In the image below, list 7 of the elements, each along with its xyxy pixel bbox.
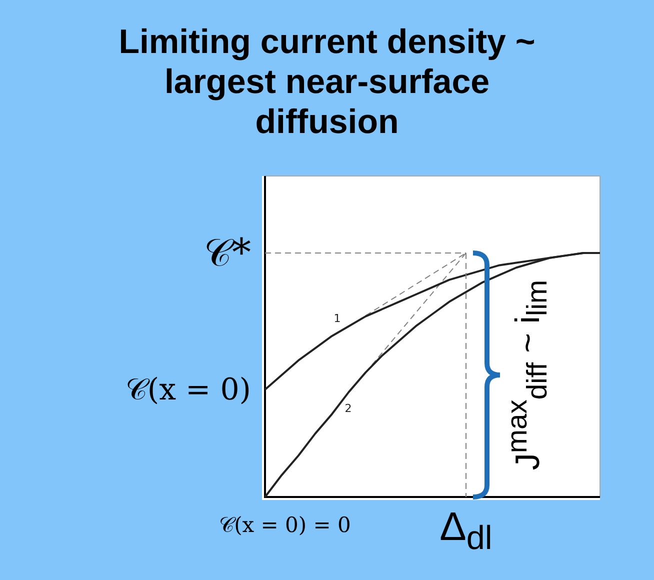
chart-title: Limiting current density ~ largest near-surface diffusion xyxy=(118,22,536,142)
series-label: 2 xyxy=(344,402,352,416)
text: 𝒞(x = 0) = 0 xyxy=(219,513,351,537)
series-label: 1 xyxy=(334,312,341,326)
ref-line-label: 𝒞* xyxy=(204,230,251,276)
text: 𝒞(x = 0) xyxy=(125,372,251,408)
text: Δ$_{dl}$ xyxy=(440,505,492,558)
